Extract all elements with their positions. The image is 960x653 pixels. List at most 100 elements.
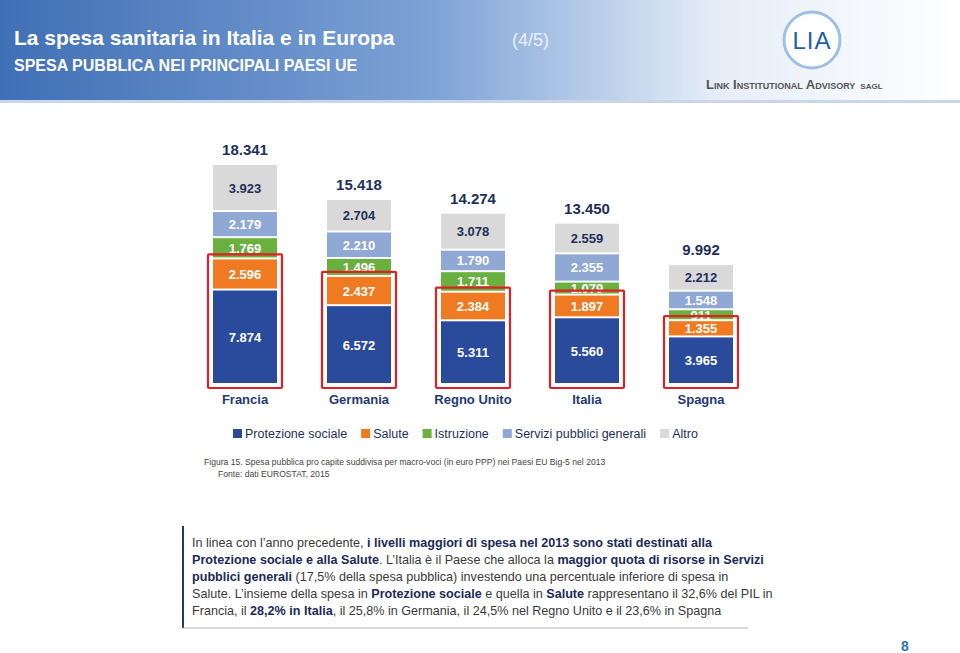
highlight-box [664,316,738,388]
data-label: 2.437 [343,284,376,299]
data-label: 3.078 [457,224,490,239]
logo-ring [784,12,840,68]
legend-swatch [361,429,370,438]
highlight-boxes [208,254,738,388]
bar-segment [213,259,277,288]
total-label: 15.418 [336,176,382,193]
body-run: i livelli maggiori di spesa nel 2013 son… [367,536,713,550]
bar-segment [669,337,733,383]
data-label: 1.548 [685,293,718,308]
slide: La spesa sanitaria in Italia e in Europa… [0,0,960,653]
bar-segment [555,254,619,280]
data-label: 1.079 [571,281,604,296]
data-label: 3.923 [229,181,262,196]
data-label: 2.179 [229,217,262,232]
bar-segment [555,296,619,317]
data-label: 2.596 [229,267,262,282]
data-label: 1.790 [457,253,490,268]
data-label: 2.355 [571,260,604,275]
body-run: e quella in [482,587,546,601]
data-label: 5.311 [457,345,489,360]
header-rule [0,100,960,103]
total-label: 14.274 [450,190,497,207]
highlight-box [322,272,396,388]
page-number: 8 [901,638,909,653]
body-run: In linea con l’anno precedente, [192,536,367,550]
x-tick-label: Germania [329,392,390,407]
logo-name: Link Institutional Advisory [706,77,855,92]
legend-swatch [233,429,242,438]
body-left-rule [182,526,184,628]
bar-segment [213,212,277,236]
body-line: Francia, il 28,2% in Italia, il 25,8% in… [192,604,721,618]
legend-label: Protezione sociale [245,427,347,441]
header-page: (4/5) [512,30,549,50]
body-line: Salute. L’insieme della spesa in Protezi… [192,587,773,601]
data-label: 1.897 [571,299,604,314]
bar-segment [327,200,391,230]
header-subtitle: SPESA PUBBLICA NEI PRINCIPALI PAESI UE [14,57,357,74]
figure-source: Fonte: dati EUROSTAT, 2015 [218,469,330,479]
data-labels: 7.8742.5961.7692.1793.92318.3416.5722.43… [222,141,720,368]
body-run: Francia, il [192,604,250,618]
legend-label: Servizi pubblici generali [515,427,646,441]
highlight-box [208,254,282,388]
data-label: 7.874 [229,330,262,345]
legend-swatch [423,429,432,438]
body-bottom-rule [183,628,748,629]
body-run: , il 25,8% in Germania, il 24,5% nel Reg… [333,604,722,618]
x-tick-label: Italia [572,392,602,407]
bar-segment [669,292,733,309]
bar-segment [441,251,505,270]
data-label: 2.212 [685,270,718,285]
data-label: 3.965 [685,353,718,368]
bar-segment [327,232,391,257]
bar-segment [327,306,391,383]
header-band [0,0,960,100]
body-run: (17,5% della spesa pubblica) investendo … [292,570,728,584]
header-title: La spesa sanitaria in Italia e in Europa [14,26,395,49]
body-line: In linea con l’anno precedente, i livell… [192,536,713,550]
legend-swatch [503,429,512,438]
body-run: 28,2% in Italia [250,604,334,618]
data-label: 2.384 [457,299,490,314]
bar-segment [555,318,619,383]
bars [213,165,733,383]
bar-segment [669,321,733,335]
body-run: Protezione sociale e alla Salute [192,553,379,567]
x-tick-label: Regno Unito [434,392,511,407]
figure-caption: Figura 15. Spesa pubblica pro capite sud… [204,457,605,467]
data-label: 2.704 [343,208,376,223]
legend-label: Altro [672,427,698,441]
total-label: 13.450 [564,200,610,217]
total-label: 9.992 [682,241,720,258]
legend-swatch [660,429,669,438]
data-label: 2.559 [571,231,604,246]
bar-segment [327,277,391,304]
bar-segment [555,224,619,253]
data-label: 1.355 [685,321,718,336]
body-run: rappresentano il 32,6% del PIL in [584,587,773,601]
bar-segment [441,293,505,320]
body-run: Salute. L’insieme della spesa in [192,587,371,601]
bar-segment [213,291,277,383]
body-run: pubblici generali [192,570,292,584]
x-tick-label: Francia [222,392,269,407]
body-run: Protezione sociale [371,587,482,601]
body-line: pubblici generali (17,5% della spesa pub… [192,570,728,584]
x-tick-label: Spagna [678,392,726,407]
data-label: 2.210 [343,238,376,253]
legend: Protezione sociale Salute Istruzione Serviz… [233,427,698,441]
legend-label: Salute [373,427,408,441]
chart: 7.8742.5961.7692.1793.92318.3416.5722.43… [208,141,738,441]
highlight-box [436,288,510,388]
data-label: 6.572 [343,338,376,353]
logo-suffix: sagl [860,79,882,91]
legend-label: Istruzione [435,427,489,441]
body-run: Salute [546,587,584,601]
body-run: . L’Italia è il Paese che alloca la [379,553,558,567]
bar-segment [213,165,277,210]
highlight-box [550,291,624,388]
logo-mark: LIA [792,27,831,54]
bar-segment [441,214,505,249]
